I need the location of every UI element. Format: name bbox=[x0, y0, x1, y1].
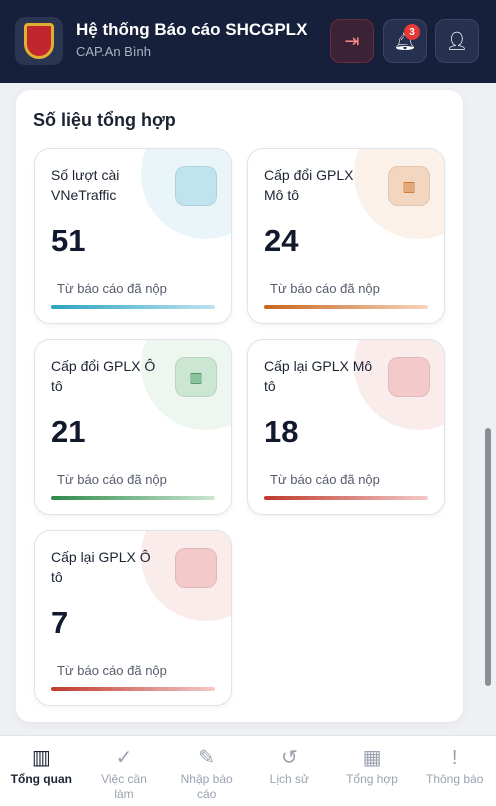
scrollbar[interactable] bbox=[485, 428, 491, 686]
card-icon: ▥ bbox=[175, 357, 217, 397]
nav-icon: ✓ bbox=[115, 747, 133, 769]
bottom-nav: ▥ Tổng quan ✓ Việc cần làm ✎ Nhập báo cáo ↺ Lịc… bbox=[0, 735, 496, 806]
unit-name: CAP.An Bình bbox=[76, 44, 151, 59]
nav-icon: ▦ bbox=[362, 747, 382, 769]
stat-value: 51 bbox=[51, 223, 86, 258]
stat-value: 18 bbox=[264, 414, 299, 449]
card-icon bbox=[388, 357, 430, 397]
nav-icon: ! bbox=[451, 747, 458, 769]
stat-value: 21 bbox=[51, 414, 86, 449]
nav-item[interactable]: ! Thông báo bbox=[413, 736, 496, 806]
logo bbox=[15, 17, 63, 65]
accent-bar bbox=[51, 687, 215, 691]
nav-item[interactable]: ↺ Lịch sử bbox=[248, 736, 331, 806]
stat-label: Cấp lại GPLX Mô tô bbox=[264, 358, 373, 394]
nav-label: Nhập báo cáo bbox=[180, 772, 233, 801]
stat-label: Cấp đổi GPLX Mô tô bbox=[264, 167, 354, 203]
card-icon: ▥ bbox=[388, 166, 430, 206]
nav-label: Lịch sử bbox=[269, 772, 310, 786]
logout-button[interactable]: ⇥ bbox=[330, 19, 374, 63]
stat-card[interactable]: Số lượt cài VNeTraffic 51 Từ báo cáo đã nộ… bbox=[34, 148, 232, 324]
nav-item[interactable]: ✎ Nhập báo cáo bbox=[165, 736, 248, 806]
stat-note: Từ báo cáo đã nộp bbox=[270, 281, 380, 296]
stat-label: Cấp đổi GPLX Ô tô bbox=[51, 358, 156, 394]
stat-note: Từ báo cáo đã nộp bbox=[57, 472, 167, 487]
stat-value: 24 bbox=[264, 223, 299, 258]
accent-bar bbox=[51, 496, 215, 500]
nav-item[interactable]: ▦ Tổng hợp bbox=[331, 736, 414, 806]
logo-shield bbox=[24, 23, 54, 59]
user-button[interactable]: 👤︎ bbox=[435, 19, 479, 63]
stat-label: Số lượt cài VNeTraffic bbox=[51, 167, 120, 203]
stat-card[interactable]: ▥ Cấp đổi GPLX Ô tô 21 Từ báo cáo đã nộp bbox=[34, 339, 232, 515]
stat-card[interactable]: ▥ Cấp đổi GPLX Mô tô 24 Từ báo cáo đã nộp bbox=[247, 148, 445, 324]
nav-icon: ▥ bbox=[31, 747, 51, 769]
notification-badge: 3 bbox=[404, 24, 420, 40]
nav-label: Việc cần làm bbox=[101, 772, 147, 801]
nav-label: Tổng quan bbox=[10, 772, 72, 786]
stat-card[interactable]: Cấp lại GPLX Mô tô 18 Từ báo cáo đã nộp bbox=[247, 339, 445, 515]
accent-bar bbox=[51, 305, 215, 309]
section-title: Số liệu tổng hợp bbox=[33, 110, 176, 130]
card-icon bbox=[175, 548, 217, 588]
stat-card[interactable]: Cấp lại GPLX Ô tô 7 Từ báo cáo đã nộp bbox=[34, 530, 232, 706]
nav-icon: ✎ bbox=[198, 747, 216, 769]
accent-bar bbox=[264, 496, 428, 500]
stat-label: Cấp lại GPLX Ô tô bbox=[51, 549, 151, 585]
nav-icon: ↺ bbox=[280, 747, 298, 769]
header: Hệ thống Báo cáo SHCGPLX CAP.An Bình ⇥ 🔔… bbox=[0, 0, 496, 83]
notification-button[interactable]: 🔔︎ 3 bbox=[383, 19, 427, 63]
accent-bar bbox=[264, 305, 428, 309]
nav-item[interactable]: ✓ Việc cần làm bbox=[83, 736, 166, 806]
stat-note: Từ báo cáo đã nộp bbox=[57, 663, 167, 678]
nav-label: Tổng hợp bbox=[346, 772, 398, 786]
stat-note: Từ báo cáo đã nộp bbox=[270, 472, 380, 487]
nav-item[interactable]: ▥ Tổng quan bbox=[0, 736, 83, 806]
stat-value: 7 bbox=[51, 605, 69, 640]
summary-panel: Số liệu tổng hợp Số lượt cài VNeTraffic 5… bbox=[16, 90, 463, 722]
stat-note: Từ báo cáo đã nộp bbox=[57, 281, 167, 296]
app-title: Hệ thống Báo cáo SHCGPLX bbox=[76, 20, 308, 39]
card-icon bbox=[175, 166, 217, 206]
nav-label: Thông báo bbox=[425, 772, 484, 786]
